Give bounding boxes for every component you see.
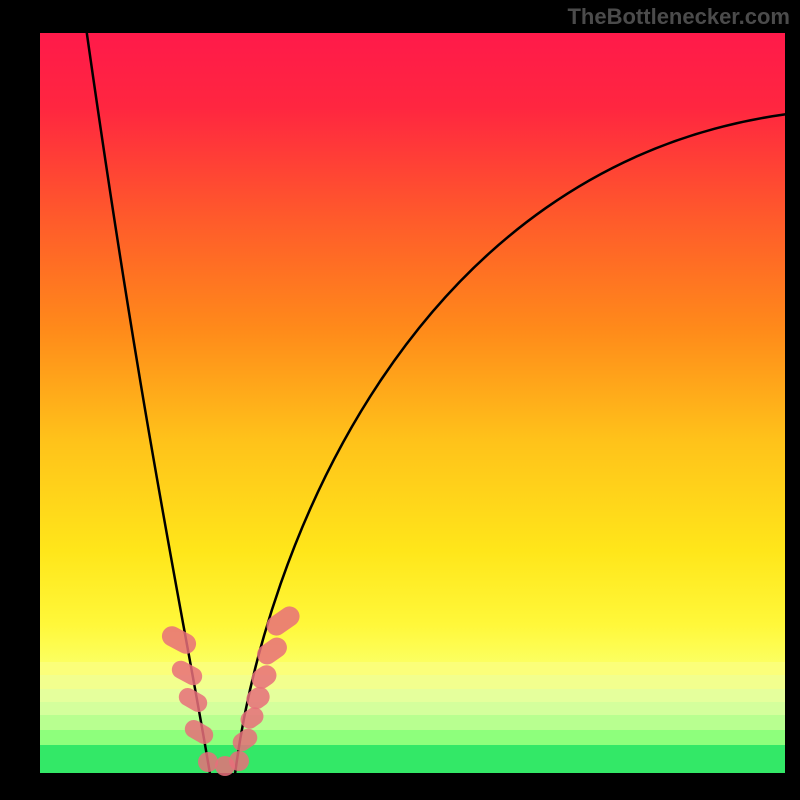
- data-marker: [158, 623, 199, 658]
- data-marker: [229, 751, 249, 771]
- data-marker: [262, 603, 303, 640]
- data-marker: [181, 717, 216, 748]
- data-marker: [168, 658, 205, 689]
- data-marker: [254, 634, 292, 669]
- data-marker: [229, 725, 261, 755]
- data-marker: [247, 661, 280, 692]
- data-marker: [175, 685, 210, 716]
- data-markers-layer: [0, 0, 800, 800]
- watermark-text: TheBottlenecker.com: [567, 4, 790, 30]
- chart-stage: TheBottlenecker.com: [0, 0, 800, 800]
